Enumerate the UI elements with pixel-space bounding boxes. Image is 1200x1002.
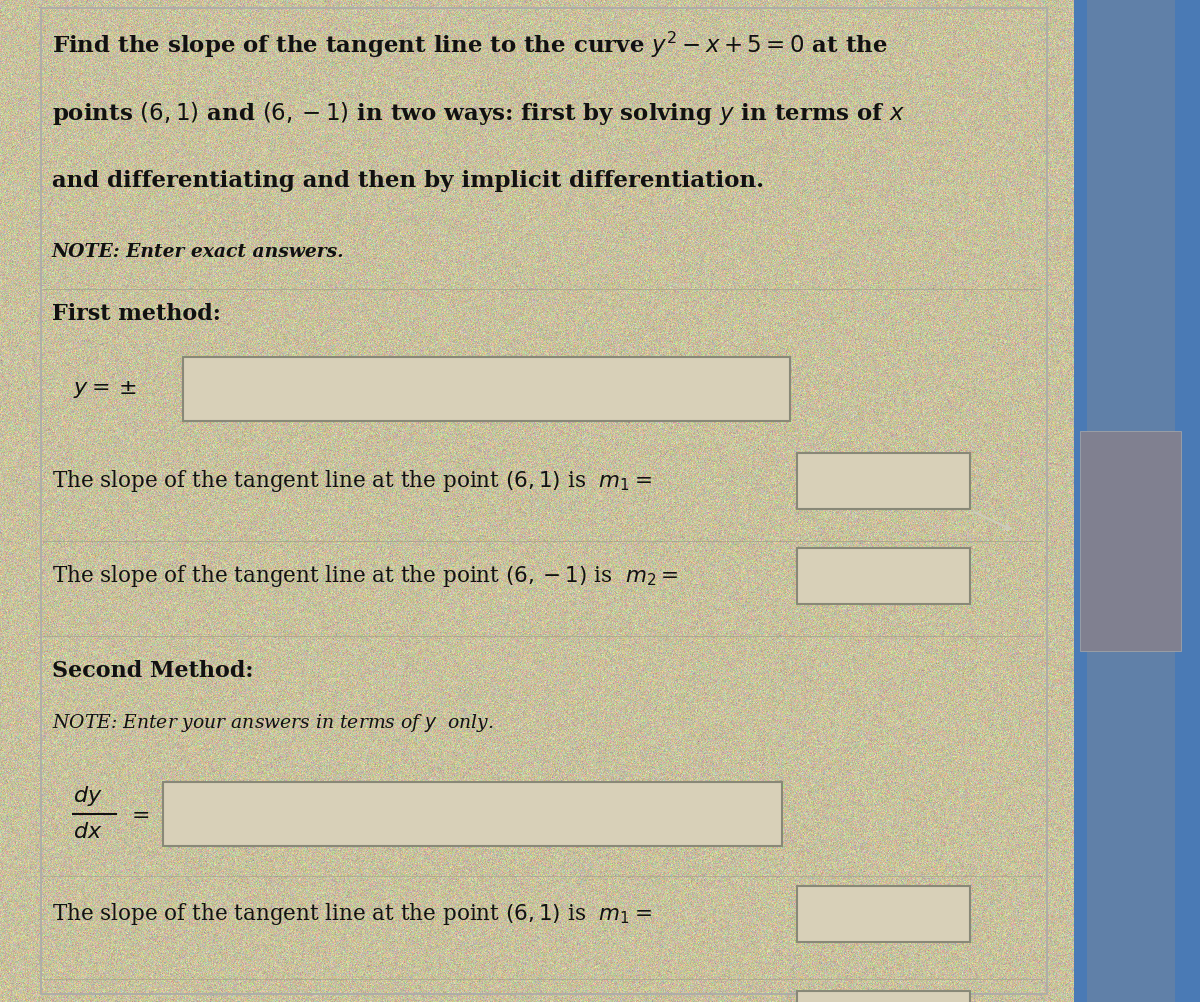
Text: The slope of the tangent line at the point $(6, 1)$ is  $m_1 =$: The slope of the tangent line at the poi… (52, 901, 652, 927)
Bar (1080, 431, 1181, 651)
Text: The slope of the tangent line at the point $(6, -1)$ is  $m_2 =$: The slope of the tangent line at the poi… (52, 563, 678, 589)
FancyBboxPatch shape (163, 782, 782, 846)
Text: $dy$: $dy$ (73, 784, 102, 808)
Text: Find the slope of the tangent line to the curve $y^2 - x + 5 = 0$ at the: Find the slope of the tangent line to th… (52, 30, 887, 60)
FancyBboxPatch shape (797, 886, 970, 942)
Text: $y = \pm$: $y = \pm$ (73, 378, 137, 400)
Bar (1087, 0, 1175, 1002)
Text: NOTE: Enter exact answers.: NOTE: Enter exact answers. (52, 242, 344, 261)
Text: NOTE: Enter your answers in terms of $y$  only.: NOTE: Enter your answers in terms of $y$… (52, 712, 493, 734)
Text: First method:: First method: (52, 303, 221, 325)
Text: and differentiating and then by implicit differentiation.: and differentiating and then by implicit… (52, 170, 763, 192)
Text: points $(6, 1)$ and $(6, -1)$ in two ways: first by solving $y$ in terms of $x$: points $(6, 1)$ and $(6, -1)$ in two way… (52, 100, 905, 126)
FancyBboxPatch shape (182, 357, 791, 421)
Text: Second Method:: Second Method: (52, 660, 253, 682)
Text: $dx$: $dx$ (73, 821, 102, 843)
FancyBboxPatch shape (797, 453, 970, 509)
FancyBboxPatch shape (797, 548, 970, 604)
Text: $=$: $=$ (127, 803, 149, 825)
FancyBboxPatch shape (797, 991, 970, 1002)
Text: The slope of the tangent line at the point $(6, 1)$ is  $m_1 =$: The slope of the tangent line at the poi… (52, 468, 652, 494)
